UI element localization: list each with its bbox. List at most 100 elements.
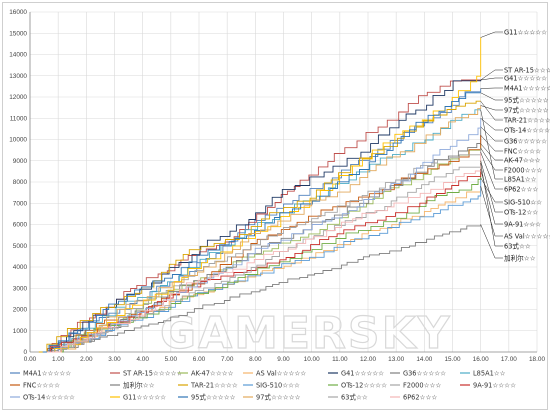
- end-label: TAR-21☆☆☆☆: [503, 116, 550, 124]
- legend-item: F2000☆☆☆: [403, 381, 441, 389]
- end-label: M4A1☆☆☆☆☆: [504, 84, 550, 92]
- watermark: GAMERSKY: [160, 308, 452, 359]
- x-tick-label: 11.00: [332, 356, 348, 363]
- y-tick-label: 8000: [13, 179, 28, 186]
- legend-item: FNC☆☆☆☆: [23, 381, 60, 389]
- axes: 0 1000 2000 3000 4000 5000 6000 7000 8000 9000 100…: [9, 9, 545, 363]
- series-line: [46, 37, 482, 353]
- y-tick-label: 15000: [9, 30, 27, 37]
- leader-line: [480, 224, 496, 259]
- leader-line: [480, 135, 496, 152]
- legend-item: TAR-21☆☆☆☆: [190, 381, 238, 389]
- y-tick-label: 7000: [13, 200, 28, 207]
- x-tick-label: 4.00: [136, 356, 149, 363]
- y-tick-label: 4000: [13, 264, 28, 271]
- legend-item: SIG-510☆☆☆: [256, 381, 300, 389]
- end-label: L85A1☆☆: [504, 175, 537, 183]
- x-tick-label: 0.00: [24, 356, 37, 363]
- end-label: 97式☆☆☆☆☆: [504, 105, 549, 114]
- x-tick-label: 14.00: [416, 356, 432, 363]
- end-label: SIG-510☆☆: [504, 198, 542, 206]
- legend-item: AK-47☆☆☆☆: [191, 369, 234, 377]
- series-line: [47, 88, 482, 353]
- legend-item: 加利尔☆☆: [123, 380, 155, 389]
- leader-line: [480, 31, 496, 38]
- legend-item: L85A1☆☆: [473, 369, 506, 377]
- leader-line: [480, 69, 496, 81]
- series-line: [41, 224, 482, 353]
- end-label: 95式☆☆☆☆☆: [504, 95, 549, 104]
- series-line: [52, 160, 482, 353]
- leader-line: [480, 177, 496, 203]
- x-tick-label: 10.00: [304, 356, 320, 363]
- series-line: [38, 100, 481, 353]
- y-tick-label: 14000: [9, 52, 27, 59]
- legend-item: ST AR-15☆☆☆☆☆: [123, 369, 183, 377]
- end-label: G36☆☆☆☆☆: [504, 137, 547, 145]
- y-tick-label: 2000: [13, 307, 28, 314]
- y-tick-label: 0: [23, 349, 27, 356]
- x-tick-label: 3.00: [108, 356, 121, 363]
- leader-line: [480, 169, 496, 225]
- legend-item: OTs-14☆☆☆☆☆: [23, 393, 75, 401]
- y-tick-label: 9000: [13, 158, 28, 165]
- series-line: [50, 162, 482, 353]
- y-tick-label: 6000: [13, 222, 28, 229]
- y-tick-label: 5000: [13, 243, 28, 250]
- legend-item: 9A-91☆☆☆☆: [473, 381, 516, 389]
- end-label: G41☆☆☆☆☆: [504, 74, 547, 82]
- leader-line: [480, 126, 496, 142]
- legend-item: OTs-12☆☆☆☆: [341, 381, 387, 389]
- series-line: [50, 126, 482, 353]
- leader-line: [480, 160, 496, 213]
- leader-line: [480, 152, 496, 190]
- legend-item: M4A1☆☆☆☆☆: [23, 369, 71, 377]
- x-tick-label: 1.00: [52, 356, 65, 363]
- series-line: [47, 105, 482, 353]
- end-label: 6P62☆☆☆: [504, 185, 538, 193]
- x-tick-label: 8.00: [249, 356, 262, 363]
- x-tick-label: 18.00: [529, 356, 545, 363]
- legend-item: 97式☆☆☆☆☆: [256, 392, 301, 401]
- end-labels: G11☆☆☆☆☆ ST AR-15☆☆☆☆☆G41☆☆☆☆☆ M4A1☆☆☆☆☆ 95…: [480, 28, 550, 262]
- leader-line: [480, 87, 496, 89]
- series-line: [52, 118, 482, 353]
- end-label: 9A-91☆☆☆: [504, 220, 541, 228]
- end-label: FNC☆☆☆☆: [504, 147, 541, 155]
- end-label: 63式☆☆: [504, 241, 531, 250]
- grid: [29, 11, 538, 353]
- end-label: ST AR-15☆☆☆☆☆: [504, 66, 550, 74]
- series-lines: [38, 37, 482, 353]
- y-tick-label: 3000: [13, 285, 28, 292]
- leader-line: [480, 143, 496, 161]
- x-tick-label: 17.00: [501, 356, 517, 363]
- leader-line: [480, 109, 496, 180]
- leader-line: [480, 101, 496, 121]
- end-label: AS Val☆☆☆☆☆: [504, 232, 550, 240]
- x-tick-label: 2.00: [80, 356, 93, 363]
- y-tick-label: 10000: [9, 137, 27, 144]
- leader-line: [480, 186, 496, 237]
- x-tick-label: 6.00: [193, 356, 206, 363]
- x-tick-label: 16.00: [473, 356, 489, 363]
- x-tick-label: 13.00: [388, 356, 404, 363]
- legend-item: 6P62☆☆☆: [403, 393, 437, 401]
- y-tick-label: 13000: [9, 73, 27, 80]
- end-label: G11☆☆☆☆☆: [504, 28, 547, 36]
- x-tick-label: 12.00: [360, 356, 376, 363]
- legend-item: 95式☆☆☆☆☆: [191, 392, 236, 401]
- end-label: F2000☆☆☆: [504, 166, 542, 174]
- x-tick-label: 15.00: [445, 356, 461, 363]
- end-label: OTs-12☆☆: [504, 208, 538, 216]
- y-tick-label: 11000: [10, 115, 28, 122]
- x-tick-label: 7.00: [221, 356, 234, 363]
- leader-line: [480, 77, 496, 81]
- x-tick-label: 5.00: [165, 356, 178, 363]
- end-label: 加利尔☆☆: [504, 253, 536, 262]
- series-line: [42, 92, 481, 353]
- legend: M4A1☆☆☆☆☆ ST AR-15☆☆☆☆☆ AK-47☆☆☆☆ AS Val☆☆☆…: [10, 369, 516, 401]
- legend-item: G41☆☆☆☆☆: [341, 369, 384, 377]
- y-tick-label: 12000: [9, 94, 27, 101]
- y-tick-label: 16000: [9, 9, 27, 16]
